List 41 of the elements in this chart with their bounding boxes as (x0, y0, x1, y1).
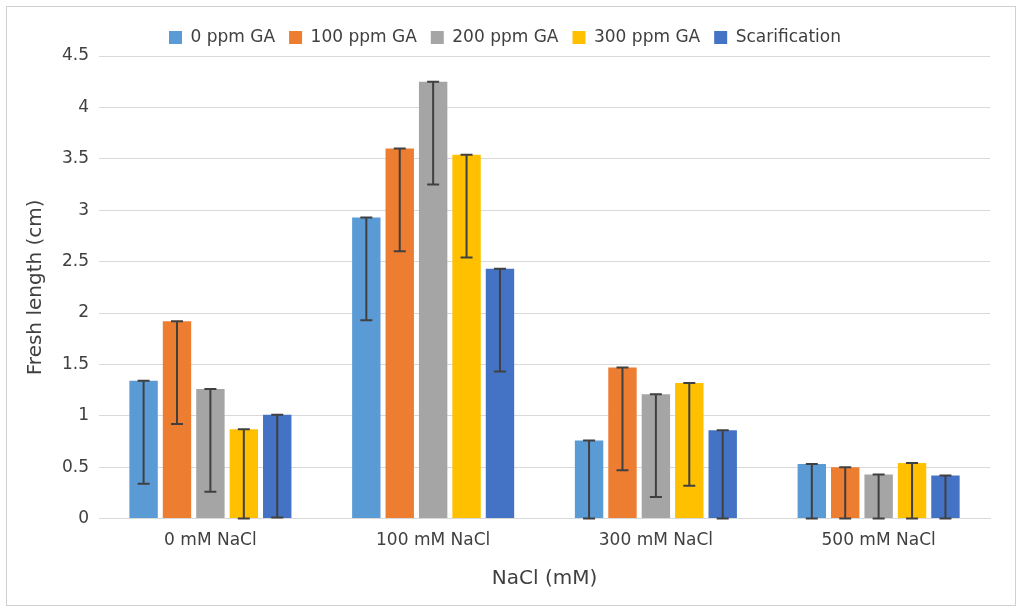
bar (418, 81, 448, 519)
y-tick-label: 3 (78, 198, 90, 219)
bar (385, 148, 414, 519)
bar (352, 217, 381, 519)
legend-label: 100 ppm GA (310, 25, 418, 46)
bar (708, 430, 737, 519)
bar (263, 414, 292, 519)
bar (675, 382, 704, 519)
bar (897, 463, 927, 519)
bar (831, 467, 860, 519)
y-tick-label: 4 (78, 95, 90, 116)
legend-label: 200 ppm GA (452, 25, 559, 46)
bar (196, 389, 225, 519)
y-axis-title: Fresh length (cm) (22, 199, 47, 376)
bar (129, 380, 158, 519)
legend-label: 300 ppm GA (593, 25, 701, 46)
legend-label: Scarification (735, 25, 841, 46)
bar (608, 367, 637, 519)
bar (864, 474, 893, 519)
legend-label: 0 ppm GA (190, 25, 276, 46)
y-tick-label: 3.5 (61, 147, 90, 168)
y-tick-label: 2.5 (61, 250, 90, 271)
y-tick-label: 1 (78, 404, 90, 425)
bar (162, 321, 192, 519)
y-tick-label: 2 (78, 301, 90, 322)
bar (641, 394, 671, 519)
bar (797, 464, 827, 519)
bar (229, 429, 259, 519)
bar (452, 154, 481, 519)
y-tick-label: 0 (78, 507, 90, 528)
x-tick-label: 300 mM NaCl (598, 529, 713, 550)
y-tick-label: 1.5 (61, 352, 90, 373)
bar (485, 268, 515, 519)
x-axis-title: NaCl (mM) (491, 565, 598, 590)
y-tick-label: 4.5 (61, 44, 90, 65)
x-tick-label: 500 mM NaCl (821, 529, 936, 550)
x-tick-label: 0 mM NaCl (164, 529, 257, 550)
bar (931, 475, 960, 519)
y-tick-label: 0.5 (61, 455, 90, 476)
bar (574, 440, 604, 519)
x-tick-label: 100 mM NaCl (376, 529, 491, 550)
